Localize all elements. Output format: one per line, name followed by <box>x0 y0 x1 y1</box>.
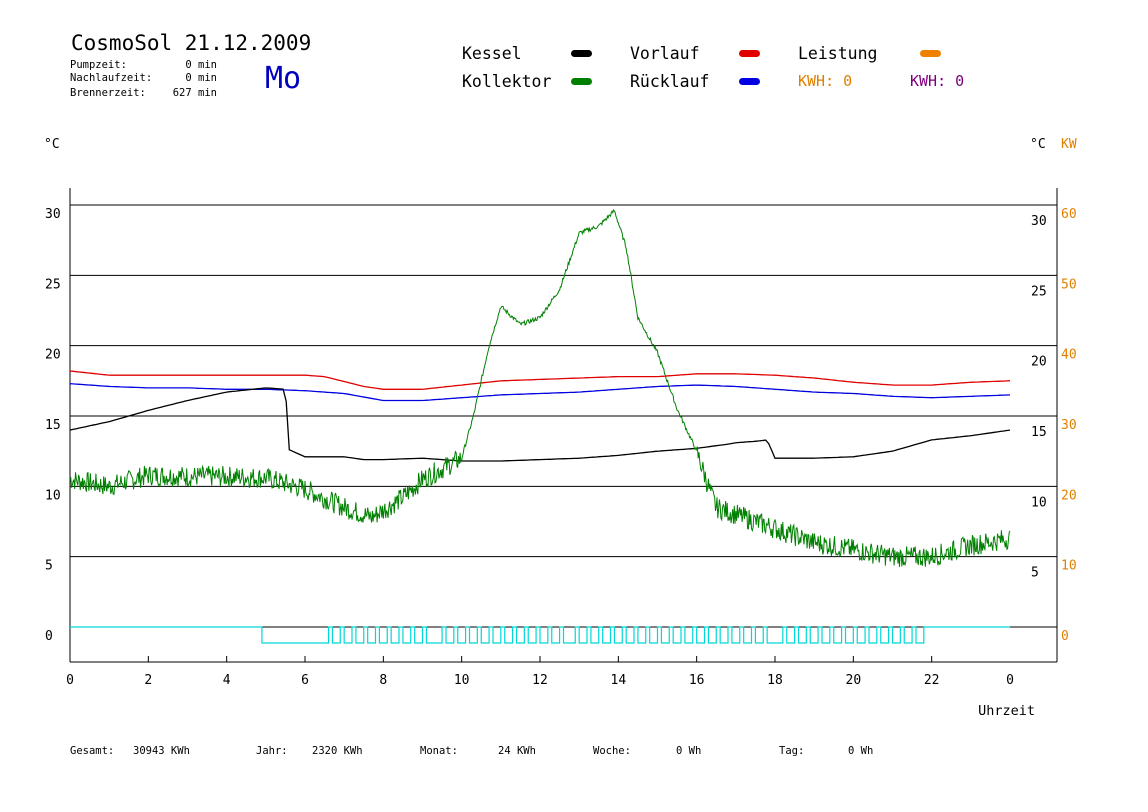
legend-label-vorlauf: Vorlauf <box>630 44 700 63</box>
weekday-label: Mo <box>265 61 301 96</box>
kwh-leistung: KWH: 0 <box>798 72 852 90</box>
x-tick-label: 6 <box>301 673 309 688</box>
legend-label-leistung: Leistung <box>798 44 877 63</box>
chart-title: CosmoSol 21.12.2009 <box>71 31 311 55</box>
legend-swatch-kollektor <box>571 78 592 85</box>
total-label-tag: Tag: <box>779 745 804 757</box>
series-line-vorlauf <box>69 370 1011 390</box>
x-tick-label: 16 <box>689 673 705 688</box>
y-tick-label: 0 <box>45 629 53 644</box>
x-tick-label: 4 <box>223 673 231 688</box>
info-value-nachlaufzeit: 0 min <box>185 72 217 84</box>
y-tick-label: 25 <box>45 277 61 292</box>
series-line-rcklauf <box>69 382 1011 402</box>
x-tick-label: 20 <box>846 673 862 688</box>
series-lines <box>69 208 1011 567</box>
y-right-tick-label: 20 <box>1031 355 1047 370</box>
info-value-brennerzeit: 627 min <box>173 87 217 99</box>
y-right-tick-label: 30 <box>1031 214 1047 229</box>
y2-tick-label: 0 <box>1061 629 1069 644</box>
y-tick-label: 30 <box>45 207 61 222</box>
x-tick-label: 0 <box>1006 673 1014 688</box>
legend-label-kollektor: Kollektor <box>462 72 551 91</box>
x-tick-label: 10 <box>454 673 470 688</box>
total-value-jahr: 2320 KWh <box>312 745 363 757</box>
kwh-second: KWH: 0 <box>910 72 964 90</box>
x-tick-label: 18 <box>767 673 783 688</box>
y-right-tick-label: 10 <box>1031 495 1047 510</box>
x-tick-label: 22 <box>924 673 940 688</box>
total-label-woche: Woche: <box>593 745 631 757</box>
right-axis-unit-kw: KW <box>1061 137 1077 152</box>
axes <box>69 188 1058 663</box>
info-label-pumpzeit: Pumpzeit: <box>70 59 127 71</box>
total-label-monat: Monat: <box>420 745 458 757</box>
series-line-kollektor <box>69 208 1011 567</box>
y-tick-label: 20 <box>45 348 61 363</box>
total-label-jahr: Jahr: <box>256 745 288 757</box>
legend-swatch-leistung <box>920 50 941 57</box>
x-tick-label: 0 <box>66 673 74 688</box>
grid-lines <box>70 204 1057 628</box>
y2-tick-label: 30 <box>1061 418 1077 433</box>
y2-tick-label: 20 <box>1061 488 1077 503</box>
x-tick-label: 2 <box>144 673 152 688</box>
series-line-kessel <box>69 387 1011 462</box>
pulse-series <box>70 626 1010 644</box>
info-value-pumpzeit: 0 min <box>185 59 217 71</box>
total-value-gesamt: 30943 KWh <box>133 745 190 757</box>
total-value-tag: 0 Wh <box>848 745 873 757</box>
legend-swatch-ruecklauf <box>739 78 760 85</box>
y2-tick-label: 10 <box>1061 559 1077 574</box>
legend-swatch-vorlauf <box>739 50 760 57</box>
legend-label-kessel: Kessel <box>462 44 522 63</box>
y-right-tick-label: 5 <box>1031 566 1039 581</box>
y-tick-label: 15 <box>45 418 61 433</box>
y2-tick-label: 40 <box>1061 348 1077 363</box>
x-tick-label: 14 <box>611 673 627 688</box>
total-value-monat: 24 KWh <box>498 745 536 757</box>
right-axis-unit: °C <box>1030 137 1046 152</box>
x-tick-label: 8 <box>379 673 387 688</box>
y-tick-label: 5 <box>45 559 53 574</box>
left-axis-unit: °C <box>44 137 60 152</box>
info-label-nachlaufzeit: Nachlaufzeit: <box>70 72 152 84</box>
y2-tick-label: 50 <box>1061 277 1077 292</box>
y-tick-label: 10 <box>45 488 61 503</box>
pump-pulse-line <box>70 626 1010 644</box>
x-axis-label: Uhrzeit <box>978 703 1035 719</box>
legend-swatch-kessel <box>571 50 592 57</box>
y-right-tick-label: 25 <box>1031 284 1047 299</box>
legend-label-ruecklauf: Rücklauf <box>630 72 709 91</box>
total-label-gesamt: Gesamt: <box>70 745 114 757</box>
y-right-tick-label: 15 <box>1031 425 1047 440</box>
total-value-woche: 0 Wh <box>676 745 701 757</box>
x-tick-label: 12 <box>532 673 548 688</box>
info-label-brennerzeit: Brennerzeit: <box>70 87 146 99</box>
y2-tick-label: 60 <box>1061 207 1077 222</box>
